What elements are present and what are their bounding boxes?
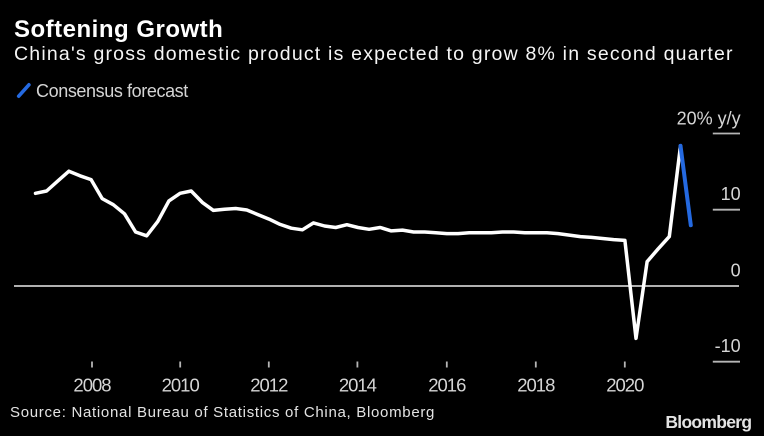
svg-text:2018: 2018: [517, 374, 555, 395]
svg-text:2014: 2014: [339, 374, 377, 395]
svg-text:2016: 2016: [428, 374, 466, 395]
svg-text:0: 0: [731, 260, 741, 280]
svg-text:2008: 2008: [73, 374, 111, 395]
svg-text:20% y/y: 20% y/y: [677, 108, 741, 128]
svg-text:-10: -10: [715, 336, 741, 356]
svg-text:2020: 2020: [606, 374, 644, 395]
svg-text:2010: 2010: [162, 374, 200, 395]
svg-text:10: 10: [721, 184, 741, 204]
svg-text:2012: 2012: [250, 374, 288, 395]
